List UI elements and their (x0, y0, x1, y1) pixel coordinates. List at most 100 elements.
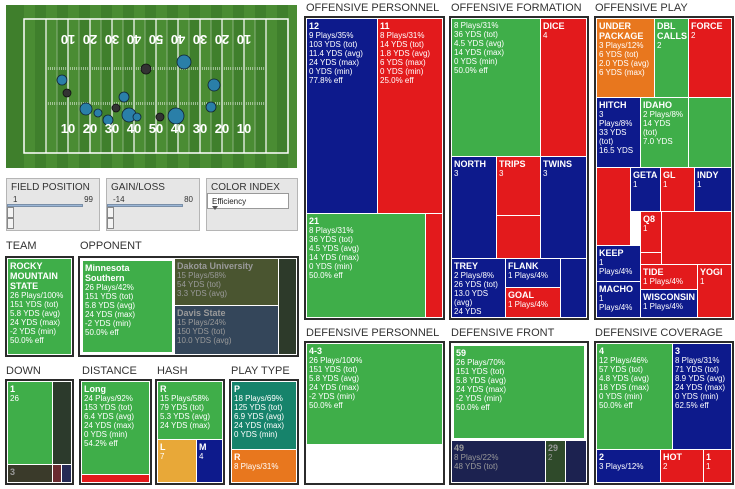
tile-line: 15 Plays/58% (160, 394, 209, 403)
slider-handle[interactable] (7, 207, 14, 218)
tile-line: 7 (160, 452, 165, 461)
tile-line: 4.5 YDS (avg) (454, 39, 505, 48)
tile-line: 1 (700, 277, 705, 286)
tile[interactable]: FORCE 2 (689, 19, 731, 97)
tile[interactable]: 12 9 Plays/35% 103 YDS (tot) 11.4 YDS (avg)… (307, 19, 377, 213)
tile-line: 151 YDS (tot) (10, 300, 59, 309)
tile[interactable]: P 18 Plays/69% 125 YDS (tot) 6.9 YDS (avg) 2… (232, 382, 296, 449)
tile[interactable]: R 15 Plays/58% 79 YDS (tot) 5.3 YDS (avg) 24… (158, 382, 222, 439)
tile[interactable]: Q8 1 (641, 212, 661, 252)
tile-filler (426, 214, 442, 317)
tile-line: 8 Plays/31% (234, 462, 279, 471)
turf-stripe (266, 5, 277, 168)
tile-line: 14 YDS (max) (309, 253, 360, 262)
tile[interactable]: WISCONSIN 1 Plays/4% (641, 290, 697, 317)
tile-name: 11 (380, 21, 390, 31)
tile[interactable]: TRIPS 3 (497, 157, 540, 215)
tile[interactable]: TREY 2 Plays/8% 26 YDS (tot) 13.0 YDS (avg)… (452, 259, 505, 317)
tile[interactable]: DICE 4 (541, 19, 586, 156)
tile-line: 79 YDS (tot) (160, 403, 204, 412)
tile-name: GOAL (508, 290, 534, 300)
tile-name: KEEP (599, 248, 624, 258)
yard-label: 50 (149, 32, 163, 47)
tile[interactable]: NORTH 3 (452, 157, 496, 258)
dropdown[interactable]: Efficiency (207, 193, 289, 210)
slider-handle[interactable] (107, 207, 114, 218)
tile[interactable]: Long 24 Plays/92% 153 YDS (tot) 6.4 YDS (av… (82, 382, 149, 474)
tile-line: 10.0 YDS (avg) (177, 336, 232, 345)
tile[interactable]: TWINS 3 (541, 157, 586, 258)
tile-line: 48 YDS (tot) (454, 462, 498, 471)
tile[interactable]: GL 1 (661, 168, 694, 211)
slider-handle[interactable] (107, 218, 114, 229)
panel-title: HASH (157, 365, 188, 377)
tile-line: 14 YDS (max) (454, 48, 505, 57)
tile[interactable]: DBL CALLS 2 (655, 19, 688, 97)
tile[interactable]: INDY 1 (695, 168, 731, 211)
tile[interactable]: GOAL 1 Plays/4% (506, 288, 560, 317)
tile-name: UNDER PACKAGE (599, 21, 644, 41)
tile[interactable]: 4-3 26 Plays/100% 151 YDS (tot) 5.8 YDS (av… (307, 344, 442, 444)
tile-line: 125 YDS (tot) (234, 403, 283, 412)
tile-line: 54 YDS (tot) (177, 280, 221, 289)
tile-name: M (199, 442, 207, 452)
tile-line: 0 YDS (min) (309, 67, 353, 76)
tile[interactable]: 29 2 (546, 441, 565, 482)
tile[interactable]: 49 8 Plays/22% 48 YDS (tot) (452, 441, 545, 482)
turf-stripe (90, 5, 101, 168)
tile-line: 24 Plays/92% (84, 394, 133, 403)
tile-line: 0 YDS (min) (234, 430, 278, 439)
tile-name: FORCE (691, 21, 723, 31)
filter-label: FIELD POSITION (11, 182, 90, 193)
tile[interactable]: Dakota University 15 Plays/58% 54 YDS (tot… (175, 259, 278, 305)
tile[interactable]: 1 26 (8, 382, 52, 464)
tile-line: 8 Plays/31% (380, 31, 425, 40)
panel-title: DEFENSIVE FRONT (451, 327, 555, 339)
tile[interactable]: GETA 1 (631, 168, 660, 211)
tile[interactable]: IDAHO 2 Plays/8% 14 YDS (tot) 7.0 YDS (641, 98, 688, 167)
tile[interactable]: Minnesota Southern 26 Plays/42% 151 YDS (t… (81, 259, 174, 354)
tile[interactable]: HITCH 3 Plays/8% 33 YDS (tot) 16.5 YDS (597, 98, 640, 167)
tile[interactable]: YOGI 1 (698, 265, 731, 317)
yard-label: 20 (215, 121, 229, 136)
tile-line: 71 YDS (tot) (675, 365, 719, 374)
tile[interactable]: 4 12 Plays/46% 57 YDS (tot) 4.8 YDS (avg) 18… (597, 344, 672, 449)
tile[interactable]: FLANK 1 Plays/4% (506, 259, 560, 287)
dot (79, 102, 93, 116)
tile[interactable]: 21 8 Plays/31% 36 YDS (tot) 4.5 YDS (avg) 14… (307, 214, 425, 317)
dot (155, 112, 165, 122)
tile-line: 36 YDS (tot) (454, 30, 498, 39)
tile-line: 50.0% eff (456, 403, 490, 412)
dot (132, 112, 142, 122)
dropdown-arrow (212, 206, 218, 210)
tile[interactable]: MACHO 1 Plays/4% (597, 282, 640, 317)
tile[interactable]: 3 (8, 465, 52, 482)
tile-filler (689, 98, 731, 167)
tile[interactable]: 59 26 Plays/70% 151 YDS (tot) 5.8 YDS (avg)… (452, 344, 586, 440)
tile[interactable]: 8 Plays/31% 36 YDS (tot) 4.5 YDS (avg) 14 Y… (452, 19, 540, 156)
slider-handle[interactable] (7, 218, 14, 229)
tile[interactable]: Davis State 15 Plays/24% 150 YDS (tot) 10.0… (175, 306, 278, 354)
tile[interactable]: KEEP 1 Plays/4% (597, 246, 640, 281)
tile[interactable]: UNDER PACKAGE 3 Plays/12% 6 YDS (tot) 2.0 Y… (597, 19, 654, 97)
tile-name: 4 (599, 346, 605, 356)
tile-line: 2 (663, 462, 668, 471)
tile[interactable]: HOT 2 (661, 450, 703, 482)
tile[interactable]: 11 8 Plays/31% 14 YDS (tot) 1.8 YDS (avg) 6 … (378, 19, 442, 213)
turf-stripe (156, 5, 167, 168)
yard-label: 30 (193, 32, 207, 47)
tile[interactable]: ROCKY MOUNTAIN STATE 26 Plays/100% 151 YDS… (8, 259, 71, 354)
tile-line: 25.0% eff (380, 76, 414, 85)
tile-name: GL (663, 170, 676, 180)
dot (140, 63, 152, 75)
tile[interactable]: TIDE 1 Plays/4% (641, 265, 697, 289)
tile-line: 0 YDS (min) (380, 67, 424, 76)
tile-line: 3 (543, 169, 548, 178)
tile-line: 62.5% eff (675, 401, 709, 410)
